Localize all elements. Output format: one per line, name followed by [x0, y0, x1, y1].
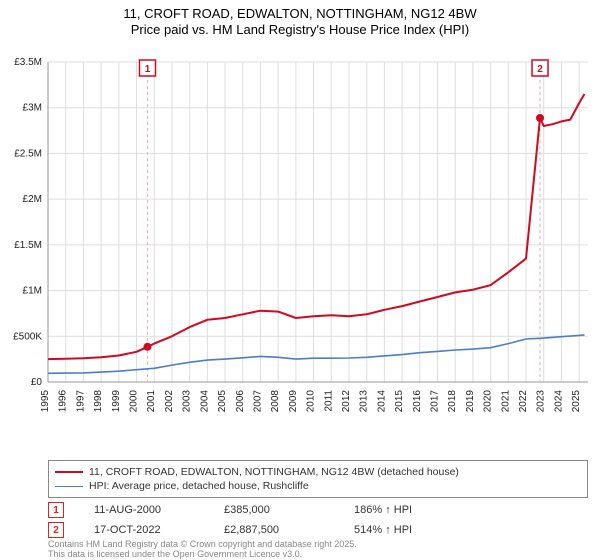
svg-text:2018: 2018: [447, 390, 458, 413]
svg-text:2002: 2002: [164, 390, 175, 413]
svg-text:£2M: £2M: [23, 194, 42, 205]
marker-badge: 2: [48, 522, 64, 538]
sale-price: £2,887,500: [224, 524, 324, 536]
svg-text:2008: 2008: [270, 390, 281, 413]
line-chart: £0£500K£1M£1.5M£2M£2.5M£3M£3.5M 19951996…: [48, 46, 588, 416]
svg-text:1995: 1995: [40, 390, 51, 413]
table-row: 1 11-AUG-2000 £385,000 186% ↑ HPI: [48, 500, 588, 520]
legend-swatch: [55, 486, 83, 487]
marker-badge: 1: [48, 502, 64, 518]
svg-text:1996: 1996: [58, 390, 69, 413]
sale-price: £385,000: [224, 504, 324, 516]
svg-text:2023: 2023: [536, 390, 547, 413]
svg-text:2000: 2000: [129, 390, 140, 413]
svg-text:2019: 2019: [465, 390, 476, 413]
table-row: 2 17-OCT-2022 £2,887,500 514% ↑ HPI: [48, 520, 588, 540]
svg-text:2012: 2012: [341, 390, 352, 413]
credit-line-2: This data is licensed under the Open Gov…: [48, 550, 357, 560]
svg-text:£0: £0: [31, 377, 43, 388]
svg-text:2024: 2024: [553, 390, 564, 413]
svg-text:2020: 2020: [483, 390, 494, 413]
title-line-2: Price paid vs. HM Land Registry's House …: [0, 22, 600, 38]
svg-text:2010: 2010: [306, 390, 317, 413]
svg-text:2017: 2017: [430, 390, 441, 413]
svg-text:£2.5M: £2.5M: [14, 148, 42, 159]
sale-delta: 186% ↑ HPI: [354, 504, 454, 516]
svg-text:2006: 2006: [235, 390, 246, 413]
title-block: 11, CROFT ROAD, EDWALTON, NOTTINGHAM, NG…: [0, 0, 600, 39]
title-line-1: 11, CROFT ROAD, EDWALTON, NOTTINGHAM, NG…: [0, 6, 600, 22]
legend-label: HPI: Average price, detached house, Rush…: [89, 480, 309, 492]
svg-text:2005: 2005: [217, 390, 228, 413]
svg-text:2001: 2001: [146, 390, 157, 413]
svg-text:1998: 1998: [93, 390, 104, 413]
svg-text:£1.5M: £1.5M: [14, 240, 42, 251]
svg-text:2009: 2009: [288, 390, 299, 413]
legend-item: HPI: Average price, detached house, Rush…: [55, 479, 581, 493]
svg-text:2011: 2011: [323, 390, 334, 412]
credit-text: Contains HM Land Registry data © Crown c…: [48, 540, 357, 560]
sale-date: 17-OCT-2022: [94, 524, 194, 536]
svg-text:2021: 2021: [500, 390, 511, 413]
legend-swatch: [55, 471, 83, 473]
svg-text:1999: 1999: [111, 390, 122, 413]
svg-text:2025: 2025: [571, 390, 582, 413]
svg-text:1997: 1997: [75, 390, 86, 413]
svg-text:2004: 2004: [199, 390, 210, 413]
svg-text:£500K: £500K: [13, 331, 42, 342]
svg-text:£3M: £3M: [23, 103, 42, 114]
svg-text:1: 1: [145, 64, 151, 75]
svg-text:2013: 2013: [359, 390, 370, 413]
chart-container: 11, CROFT ROAD, EDWALTON, NOTTINGHAM, NG…: [0, 0, 600, 560]
svg-text:2007: 2007: [252, 390, 263, 413]
svg-text:£1M: £1M: [23, 286, 42, 297]
legend-label: 11, CROFT ROAD, EDWALTON, NOTTINGHAM, NG…: [89, 466, 459, 478]
svg-text:£3.5M: £3.5M: [14, 57, 42, 68]
sales-table: 1 11-AUG-2000 £385,000 186% ↑ HPI 2 17-O…: [48, 500, 588, 540]
legend-item: 11, CROFT ROAD, EDWALTON, NOTTINGHAM, NG…: [55, 465, 581, 479]
legend: 11, CROFT ROAD, EDWALTON, NOTTINGHAM, NG…: [48, 460, 588, 498]
svg-text:2014: 2014: [376, 390, 387, 413]
svg-text:2016: 2016: [412, 390, 423, 413]
svg-text:2015: 2015: [394, 390, 405, 413]
svg-text:2: 2: [537, 64, 543, 75]
sale-delta: 514% ↑ HPI: [354, 524, 454, 536]
sale-date: 11-AUG-2000: [94, 504, 194, 516]
svg-text:2003: 2003: [182, 390, 193, 413]
svg-text:2022: 2022: [518, 390, 529, 413]
